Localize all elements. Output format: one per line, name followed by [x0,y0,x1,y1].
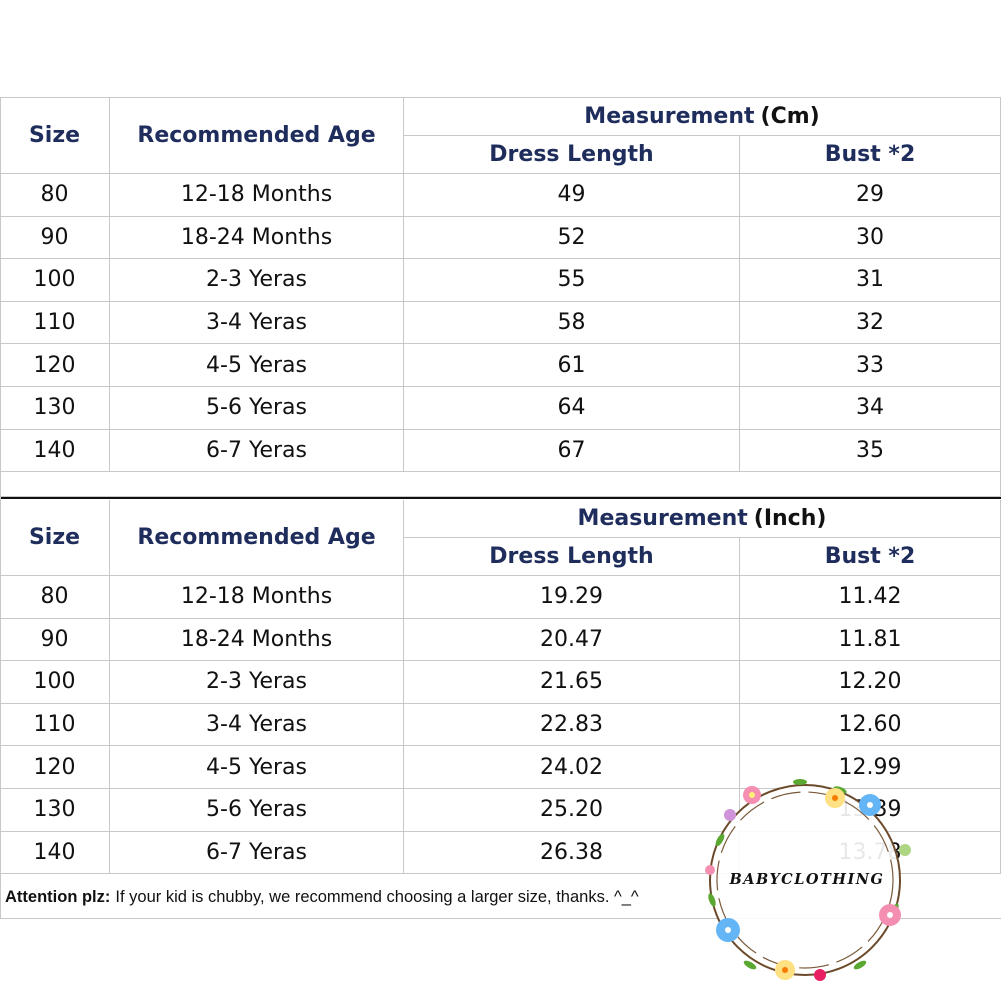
data-cell: 67 [404,429,740,473]
data-cell: 49 [404,174,740,217]
note-text: If your kid is chubby, we recommend choo… [115,888,639,906]
header-cell: Recommended Age [110,98,404,174]
data-cell: 19.29 [404,576,740,619]
data-cell: 32 [740,301,1001,345]
data-cell: 31 [740,259,1001,302]
empty-row [0,472,1001,497]
header-cell: Bust *2 [740,538,1001,576]
data-cell: 52 [404,216,740,260]
data-cell: 35 [740,429,1001,473]
data-cell: 58 [404,301,740,345]
data-cell: 140 [0,429,110,473]
data-cell: 90 [0,216,110,260]
data-cell: 120 [0,746,110,789]
data-cell: 12.60 [740,703,1001,747]
data-cell: 11.81 [740,618,1001,662]
data-cell: 140 [0,831,110,875]
data-cell: 5-6 Yeras [110,789,404,832]
data-cell: 3-4 Yeras [110,703,404,747]
data-cell: 12-18 Months [110,576,404,619]
data-cell: 22.83 [404,703,740,747]
data-cell: 12.20 [740,661,1001,704]
data-cell: 90 [0,618,110,662]
header-measurement: Measurement [577,506,748,531]
header-cell: Recommended Age [110,500,404,576]
data-cell: 5-6 Yeras [110,387,404,430]
data-cell: 4-5 Yeras [110,746,404,789]
header-cell: Dress Length [404,538,740,576]
table-top-border [0,97,1001,98]
data-cell: 24.02 [404,746,740,789]
data-cell: 30 [740,216,1001,260]
data-cell: 2-3 Yeras [110,661,404,704]
data-cell: 18-24 Months [110,618,404,662]
logo-wreath: BABYCLOTHING [705,779,911,981]
data-cell: 130 [0,789,110,832]
data-cell: 120 [0,344,110,387]
data-cell: 33 [740,344,1001,387]
data-cell: 4-5 Yeras [110,344,404,387]
data-cell: 6-7 Yeras [110,831,404,875]
data-cell: 110 [0,301,110,345]
header-cell: Bust *2 [740,136,1001,174]
data-cell: 130 [0,387,110,430]
data-cell: 29 [740,174,1001,217]
data-cell: 21.65 [404,661,740,704]
data-cell: 26.38 [404,831,740,875]
header-cell: Dress Length [404,136,740,174]
data-cell: 80 [0,576,110,619]
header-cell: Measurement (Cm) [404,98,1001,136]
data-cell: 11.42 [740,576,1001,619]
note: Attention plz: If your kid is chubby, we … [0,877,1001,919]
data-cell: 100 [0,661,110,704]
table-left-border [0,98,1,919]
data-cell: 34 [740,387,1001,430]
note-label: Attention plz: [5,888,111,906]
data-cell: 18-24 Months [110,216,404,260]
data-cell: 100 [0,259,110,302]
data-cell: 12-18 Months [110,174,404,217]
data-cell: 110 [0,703,110,747]
data-cell: 25.20 [404,789,740,832]
table-separator [0,496,1001,499]
data-cell: 64 [404,387,740,430]
data-cell: 55 [404,259,740,302]
data-cell: 2-3 Yeras [110,259,404,302]
header-cell: Size [0,500,110,576]
header-measurement: Measurement [584,104,755,129]
data-cell: 61 [404,344,740,387]
data-cell: 6-7 Yeras [110,429,404,473]
logo-text: BABYCLOTHING [729,871,885,888]
data-cell: 3-4 Yeras [110,301,404,345]
header-cell: Measurement (Inch) [404,500,1001,538]
data-cell: 80 [0,174,110,217]
header-unit: (Inch) [753,506,827,531]
header-unit: (Cm) [760,104,820,129]
header-cell: Size [0,98,110,174]
data-cell: 20.47 [404,618,740,662]
